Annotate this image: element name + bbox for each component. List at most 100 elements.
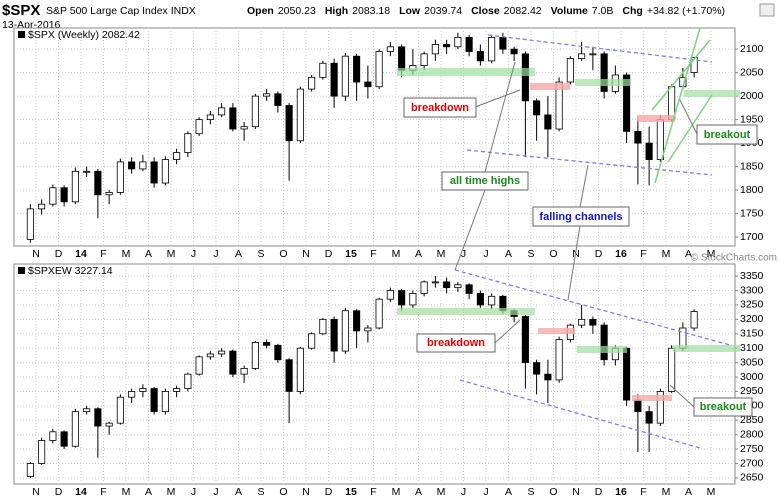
price-panel: N D 14 F M A M J J A S O N D 15 F M A M J J A S O N D 16 F M A M170017… xyxy=(13,27,764,260)
candle-body xyxy=(600,324,608,361)
x-tick-label: M xyxy=(707,248,716,260)
candle-body xyxy=(26,463,34,477)
x-tick-label: 14 xyxy=(75,248,87,260)
x-tick-label: O xyxy=(279,248,287,260)
trend-line xyxy=(654,27,701,184)
candle-body xyxy=(285,359,293,392)
candle-body xyxy=(668,347,676,392)
x-tick-label: M xyxy=(122,248,131,260)
candle-body xyxy=(578,318,586,326)
candle-body xyxy=(341,310,349,352)
x-tick-label: J xyxy=(461,486,466,498)
candle-body xyxy=(690,311,698,329)
panel-title: $SPXEW 3227.14 xyxy=(28,265,113,277)
resistance-zone xyxy=(637,115,675,122)
callout-text: falling channels xyxy=(539,211,622,223)
candle-body xyxy=(184,133,192,153)
y-tick-label: 1700 xyxy=(740,231,764,243)
candle-body xyxy=(420,281,428,294)
candle-body xyxy=(431,281,439,284)
candle-body xyxy=(521,316,529,364)
candle-body xyxy=(206,114,214,121)
candle-body xyxy=(454,284,462,289)
candle-body xyxy=(105,192,113,196)
candle-body xyxy=(128,161,136,170)
x-tick-label: A xyxy=(145,248,152,260)
candle-body xyxy=(353,55,361,83)
x-tick-label: J xyxy=(461,248,466,260)
x-tick-label: N xyxy=(32,248,40,260)
callout-text: breakdown xyxy=(427,337,485,349)
support-zone xyxy=(577,346,627,353)
candle-body xyxy=(60,187,68,203)
x-tick-label: A xyxy=(685,248,692,260)
candle-body xyxy=(229,107,237,130)
quote-value: 2039.74 xyxy=(424,5,462,17)
x-tick-label: N xyxy=(302,486,310,498)
candle-body xyxy=(476,51,484,62)
quote-value: 2050.23 xyxy=(278,5,316,17)
pointer xyxy=(474,89,521,108)
pointer xyxy=(494,319,521,344)
candle-body xyxy=(319,62,327,78)
quote-value: 2082.42 xyxy=(504,5,542,17)
candle-body xyxy=(139,388,147,392)
callout-text: all time highs xyxy=(450,175,520,187)
quote-label: Close xyxy=(471,5,500,17)
candle-body xyxy=(364,327,372,332)
pointer xyxy=(454,189,486,271)
x-tick-label: A xyxy=(415,486,422,498)
support-zone xyxy=(684,90,740,97)
legend-swatch xyxy=(18,31,25,38)
callout xyxy=(403,97,477,118)
candle-body xyxy=(49,187,57,205)
annotations: breakdown breakout all time highs fallin… xyxy=(397,27,758,449)
candle-body xyxy=(83,408,91,413)
x-tick-label: N xyxy=(572,486,580,498)
support-zone xyxy=(673,345,740,352)
support-zone xyxy=(575,79,630,86)
x-tick-label: J xyxy=(213,248,218,260)
x-tick-label: 15 xyxy=(345,248,357,260)
y-tick-label: 2650 xyxy=(740,472,764,484)
x-tick-label: S xyxy=(257,248,264,260)
candle-body xyxy=(206,353,214,358)
callout-text: breakdown xyxy=(411,102,469,114)
x-tick-label: A xyxy=(415,248,422,260)
x-tick-label: J xyxy=(483,486,488,498)
candle-body xyxy=(353,310,361,332)
candle-body xyxy=(555,339,563,381)
candle-body xyxy=(623,347,631,401)
candle-body xyxy=(656,391,664,424)
x-tick-label: O xyxy=(549,248,557,260)
header: $SPX S&P 500 Large Cap Index INDX 13-Apr… xyxy=(2,2,775,31)
candle-body xyxy=(443,281,451,289)
callout xyxy=(693,397,753,417)
y-tick-label: 2050 xyxy=(740,66,764,78)
x-tick-label: F xyxy=(100,248,106,260)
candle-body xyxy=(251,342,259,369)
settings-button[interactable] xyxy=(759,3,775,17)
y-tick-label: 2850 xyxy=(740,414,764,426)
y-tick-label: 1950 xyxy=(740,113,764,125)
candle-body xyxy=(116,161,124,193)
candle-body xyxy=(386,46,394,52)
x-tick-label: A xyxy=(235,486,242,498)
watermark: © StockCharts.com xyxy=(691,253,777,264)
candle-body xyxy=(150,161,158,184)
candle-body xyxy=(465,284,473,294)
y-tick-label: 3200 xyxy=(740,313,764,325)
y-tick-label: 3150 xyxy=(740,328,764,340)
candle-body xyxy=(521,53,529,102)
x-tick-label: A xyxy=(685,486,692,498)
candle-body xyxy=(83,170,91,173)
candle-body xyxy=(398,290,406,306)
candle-body xyxy=(285,105,293,142)
pointer xyxy=(579,164,589,208)
candle-body xyxy=(60,431,68,447)
candle-body xyxy=(139,161,147,170)
resistance-zone xyxy=(538,328,575,334)
candle-body xyxy=(668,86,676,121)
y-tick-label: 2000 xyxy=(740,90,764,102)
